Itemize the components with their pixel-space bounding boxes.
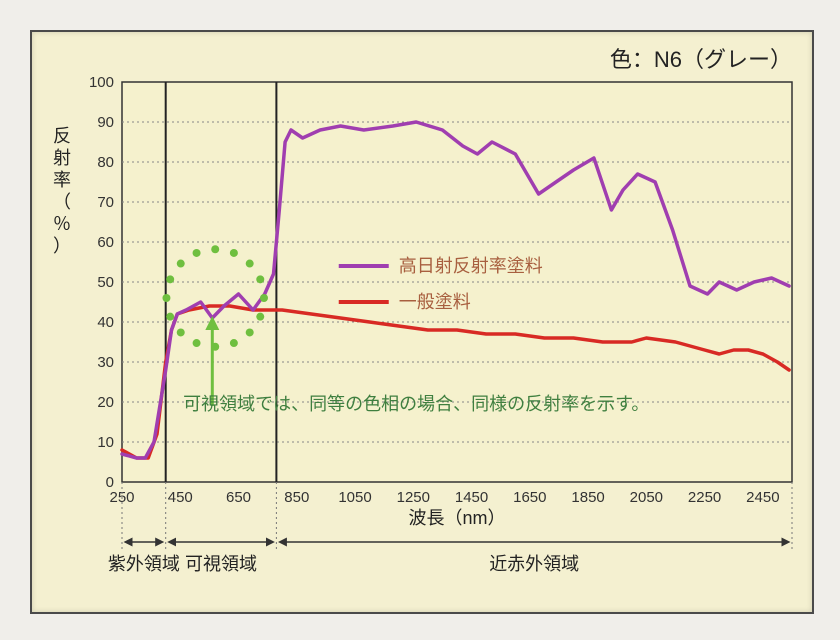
svg-text:（: （ xyxy=(53,192,71,212)
svg-text:1650: 1650 xyxy=(513,489,546,506)
svg-text:50: 50 xyxy=(97,274,114,291)
legend-label-general: 一般塗料 xyxy=(399,291,471,312)
svg-text:70: 70 xyxy=(97,194,114,211)
svg-text:90: 90 xyxy=(97,114,114,131)
svg-text:100: 100 xyxy=(89,74,114,91)
x-axis-label: 波長（nm） xyxy=(408,508,505,528)
svg-text:2450: 2450 xyxy=(746,489,779,506)
svg-text:1450: 1450 xyxy=(455,489,488,506)
svg-text:40: 40 xyxy=(97,314,114,331)
svg-text:850: 850 xyxy=(284,489,309,506)
chart-title: 色：N6（グレー） xyxy=(610,42,792,74)
svg-text:率: 率 xyxy=(53,170,71,190)
svg-text:650: 650 xyxy=(226,489,251,506)
svg-text:2050: 2050 xyxy=(630,489,663,506)
legend-label-high: 高日射反射率塗料 xyxy=(399,255,543,276)
svg-text:450: 450 xyxy=(168,489,193,506)
svg-text:）: ） xyxy=(53,236,71,256)
svg-text:20: 20 xyxy=(97,394,114,411)
svg-text:1850: 1850 xyxy=(571,489,604,506)
svg-text:10: 10 xyxy=(97,434,114,451)
region-nir: 近赤外領域 xyxy=(489,554,579,574)
svg-text:30: 30 xyxy=(97,354,114,371)
svg-text:2250: 2250 xyxy=(688,489,721,506)
chart-frame: 色：N6（グレー） 010203040506070809010025045065… xyxy=(30,30,814,614)
region-uv: 紫外領域 xyxy=(108,554,180,574)
region-visible: 可視領域 xyxy=(185,554,257,574)
annotation-text: 可視領域では、同等の色相の場合、同様の反射率を示す。 xyxy=(183,394,649,414)
svg-text:％: ％ xyxy=(53,214,71,234)
reflectance-chart: 0102030405060708090100250450650850105012… xyxy=(32,32,812,612)
svg-text:1250: 1250 xyxy=(397,489,430,506)
svg-text:1050: 1050 xyxy=(338,489,371,506)
svg-text:反: 反 xyxy=(53,126,71,146)
page-root: 色：N6（グレー） 010203040506070809010025045065… xyxy=(0,0,840,640)
svg-text:射: 射 xyxy=(53,148,71,168)
svg-text:60: 60 xyxy=(97,234,114,251)
svg-text:80: 80 xyxy=(97,154,114,171)
